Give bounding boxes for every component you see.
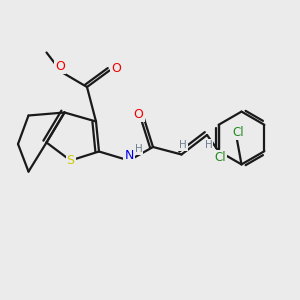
Text: H: H xyxy=(135,144,142,154)
Text: Cl: Cl xyxy=(214,151,226,164)
Text: O: O xyxy=(55,60,65,73)
Text: Cl: Cl xyxy=(233,126,244,139)
Text: H: H xyxy=(205,140,212,150)
Text: N: N xyxy=(124,148,134,162)
Text: H: H xyxy=(179,140,187,150)
Text: O: O xyxy=(134,108,143,122)
Text: S: S xyxy=(67,154,74,167)
Text: O: O xyxy=(111,62,121,76)
